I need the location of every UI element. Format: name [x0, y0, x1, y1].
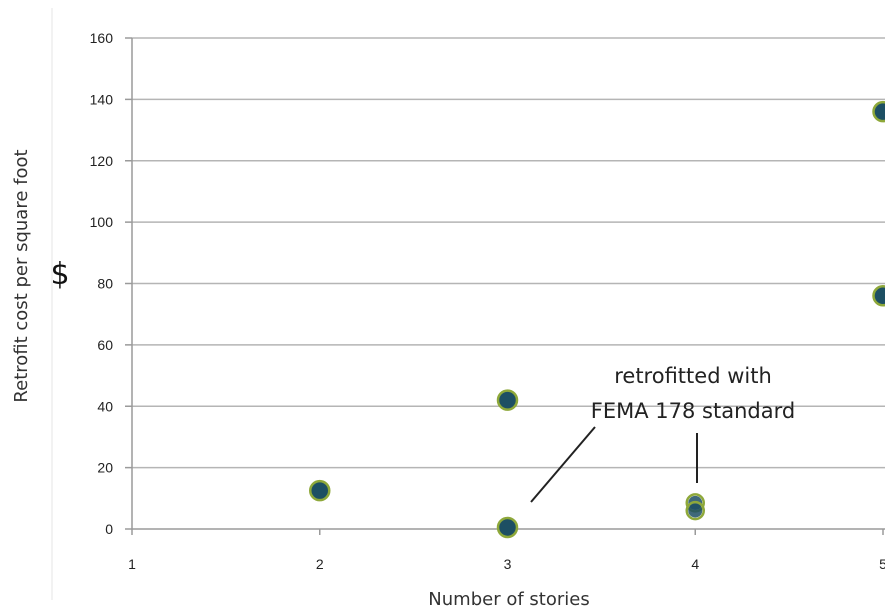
y-axis-title: Retrofit cost per square foot — [11, 149, 32, 402]
y-axis-dollar-symbol: $ — [50, 257, 69, 292]
x-tick-label-4: 4 — [691, 556, 699, 572]
y-tick-label-100: 100 — [90, 214, 114, 230]
axes — [125, 37, 885, 535]
annotation-line-2: FEMA 178 standard — [591, 399, 795, 423]
data-points — [309, 100, 885, 539]
y-tick-label-60: 60 — [97, 337, 113, 353]
x-tick-labels: 1 2 3 4 5 — [128, 556, 885, 572]
data-point-6 — [872, 285, 885, 307]
y-tick-label-0: 0 — [105, 521, 113, 537]
annotation-line-1: retrofitted with — [614, 364, 772, 388]
y-tick-label-40: 40 — [97, 398, 113, 414]
y-tick-label-140: 140 — [90, 91, 114, 107]
y-tick-label-160: 160 — [90, 30, 114, 46]
data-point-fill-4 — [688, 503, 703, 518]
data-point-2 — [496, 516, 519, 539]
data-point-5 — [872, 100, 885, 123]
data-point-4 — [685, 500, 705, 521]
y-tick-label-120: 120 — [90, 153, 114, 169]
y-tick-labels: 0 20 40 60 80 100 120 140 160 — [90, 30, 114, 537]
x-tick-label-2: 2 — [316, 556, 324, 572]
data-point-0 — [309, 479, 331, 502]
x-tick-label-1: 1 — [128, 556, 136, 572]
y-tick-label-80: 80 — [97, 276, 113, 292]
x-tick-label-3: 3 — [504, 556, 512, 572]
annotation-pointer-to-3-stories — [530, 426, 596, 503]
y-tick-label-20: 20 — [97, 460, 113, 476]
x-axis-title: Number of stories — [428, 589, 589, 610]
x-tick-label-5: 5 — [879, 556, 885, 572]
data-point-1 — [496, 389, 519, 411]
annotation: retrofitted with FEMA 178 standard — [530, 364, 795, 503]
gridlines — [132, 37, 885, 469]
